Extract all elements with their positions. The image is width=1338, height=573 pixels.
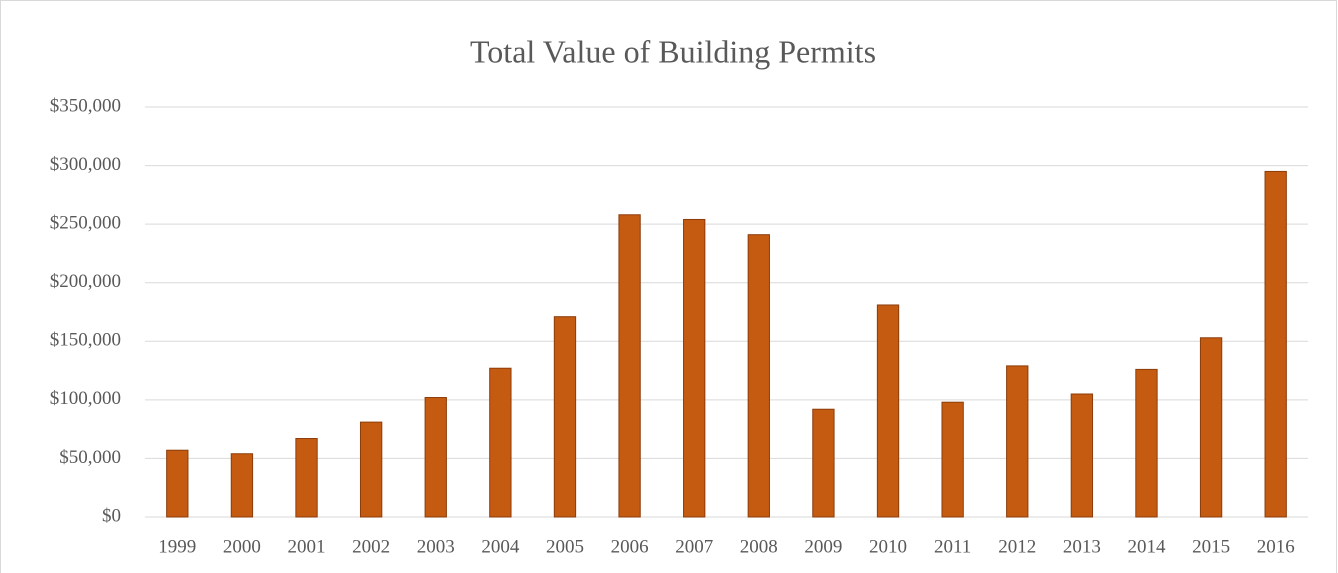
bar [683, 218, 706, 518]
y-tick-label: $300,000 [50, 154, 121, 175]
bar [489, 367, 512, 518]
bar [1199, 337, 1223, 518]
y-tick-label: $200,000 [50, 271, 121, 292]
bar [553, 316, 577, 518]
x-tick-label: 1999 [158, 536, 196, 557]
x-tick-label: 2011 [934, 536, 971, 557]
bar [747, 234, 770, 518]
bar [1264, 170, 1287, 518]
y-tick-label: $150,000 [50, 330, 121, 351]
bar [230, 453, 254, 518]
y-tick-label: $250,000 [50, 213, 121, 234]
x-tick-label: 2014 [1127, 536, 1166, 557]
x-tick-label: 2010 [869, 536, 907, 557]
x-tick-label: 2004 [481, 536, 520, 557]
x-tick-label: 2015 [1192, 536, 1230, 557]
x-tick-label: 2001 [288, 536, 326, 557]
bar [618, 214, 641, 518]
y-tick-label: $350,000 [50, 95, 121, 116]
x-tick-label: 2000 [223, 536, 261, 557]
y-tick-label: $50,000 [59, 447, 121, 468]
bar [1135, 368, 1158, 518]
bar [359, 421, 383, 518]
bar [1070, 393, 1094, 518]
bar [876, 304, 900, 518]
y-tick-label: $100,000 [50, 388, 121, 409]
x-tick-label: 2013 [1063, 536, 1101, 557]
bar [295, 438, 318, 518]
x-tick-label: 2007 [675, 536, 713, 557]
x-tick-label: 2003 [417, 536, 455, 557]
x-tick-label: 2009 [804, 536, 842, 557]
x-tick-label: 2016 [1257, 536, 1295, 557]
bar [1006, 365, 1029, 518]
y-tick-label: $0 [102, 505, 121, 526]
x-tick-label: 2008 [740, 536, 778, 557]
bar [941, 401, 964, 518]
bar [424, 397, 447, 518]
bar [166, 449, 189, 518]
x-tick-label: 2006 [611, 536, 649, 557]
chart-title: Total Value of Building Permits [470, 33, 876, 69]
x-tick-label: 2012 [998, 536, 1036, 557]
bar [812, 408, 835, 518]
x-tick-label: 2002 [352, 536, 390, 557]
x-tick-label: 2005 [546, 536, 584, 557]
